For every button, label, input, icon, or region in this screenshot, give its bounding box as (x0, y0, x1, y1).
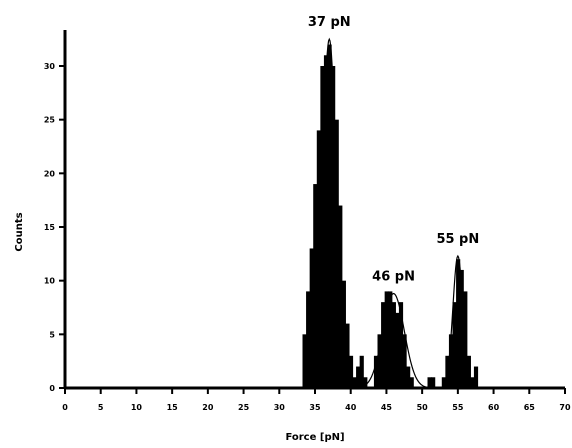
x-tick-label: 60 (488, 403, 500, 412)
histogram-bar (431, 377, 436, 388)
x-tick-label: 20 (202, 403, 214, 412)
histogram-bar (470, 377, 475, 388)
peak-label: 46 pN (372, 270, 415, 285)
x-tick-label: 50 (417, 403, 429, 412)
histogram-bar (452, 302, 457, 388)
histogram-bar (302, 334, 307, 388)
x-tick-label: 45 (381, 403, 393, 412)
histogram-bars (302, 44, 479, 389)
peak-labels: 37 pN 46 pN 55 pN (308, 15, 479, 284)
y-tick-label: 20 (44, 169, 56, 178)
histogram-bar (363, 377, 368, 388)
y-tick-label: 15 (44, 223, 56, 232)
peak-label: 55 pN (436, 232, 479, 247)
gaussian-fit-curve (437, 254, 478, 389)
peak-label: 37 pN (308, 15, 351, 30)
histogram-bar (345, 323, 350, 388)
histogram-bar (456, 259, 461, 388)
x-tick-label: 40 (345, 403, 357, 412)
histogram-bar (327, 44, 332, 389)
histogram-bar (323, 55, 329, 389)
y-ticks: 0 5 10 15 20 25 30 (44, 62, 65, 393)
x-tick-label: 35 (309, 403, 321, 412)
histogram-bar (377, 334, 382, 388)
y-tick-label: 25 (44, 116, 56, 125)
y-axis-title: Counts (14, 212, 25, 251)
x-tick-label: 65 (524, 403, 536, 412)
histogram-bar (348, 355, 354, 388)
x-tick-label: 10 (131, 403, 143, 412)
x-tick-label: 25 (238, 403, 250, 412)
histogram-bar (338, 205, 343, 388)
histogram-bar (391, 302, 396, 388)
histogram-bar (402, 334, 407, 388)
histogram-bar (388, 291, 393, 388)
x-tick-label: 15 (167, 403, 179, 412)
histogram-bar (381, 302, 386, 388)
y-tick-label: 10 (44, 277, 56, 286)
x-tick-label: 70 (559, 403, 571, 412)
histogram-bar (373, 355, 379, 388)
histogram-bar (306, 291, 311, 388)
y-tick-label: 30 (44, 62, 56, 71)
x-axis-title: Force [pN] (285, 432, 344, 443)
x-tick-label: 30 (274, 403, 286, 412)
histogram-bar (359, 355, 364, 388)
histogram-bar (341, 280, 346, 388)
histogram-bar (441, 377, 446, 388)
histogram-bar (448, 334, 454, 388)
gaussian-fit-curves (300, 37, 478, 389)
histogram-bar (320, 66, 325, 388)
histogram-bar (395, 312, 400, 388)
histogram-bar (334, 119, 339, 389)
histogram-bar (352, 377, 357, 388)
histogram-bar (409, 377, 414, 388)
histogram-bar (384, 291, 389, 388)
histogram-bar (331, 66, 336, 388)
histogram-bar (473, 366, 479, 388)
histogram-bar (309, 248, 314, 388)
histogram-bar (398, 302, 404, 388)
y-tick-label: 5 (49, 330, 55, 339)
histogram-bar (406, 366, 411, 388)
histogram-bar (313, 184, 318, 388)
x-tick-label: 55 (452, 403, 464, 412)
gaussian-fit-curve (350, 292, 436, 389)
histogram-bar (466, 355, 471, 388)
x-tick-label: 0 (62, 403, 68, 412)
histogram-bar (427, 377, 432, 388)
histogram-bar (459, 269, 464, 388)
x-tick-label: 5 (98, 403, 104, 412)
gaussian-fit-curve (300, 37, 358, 389)
y-tick-label: 0 (49, 384, 55, 393)
histogram-bar (356, 366, 361, 388)
x-ticks: 0 5 10 15 20 25 30 35 40 45 50 55 60 65 70 (62, 388, 571, 412)
